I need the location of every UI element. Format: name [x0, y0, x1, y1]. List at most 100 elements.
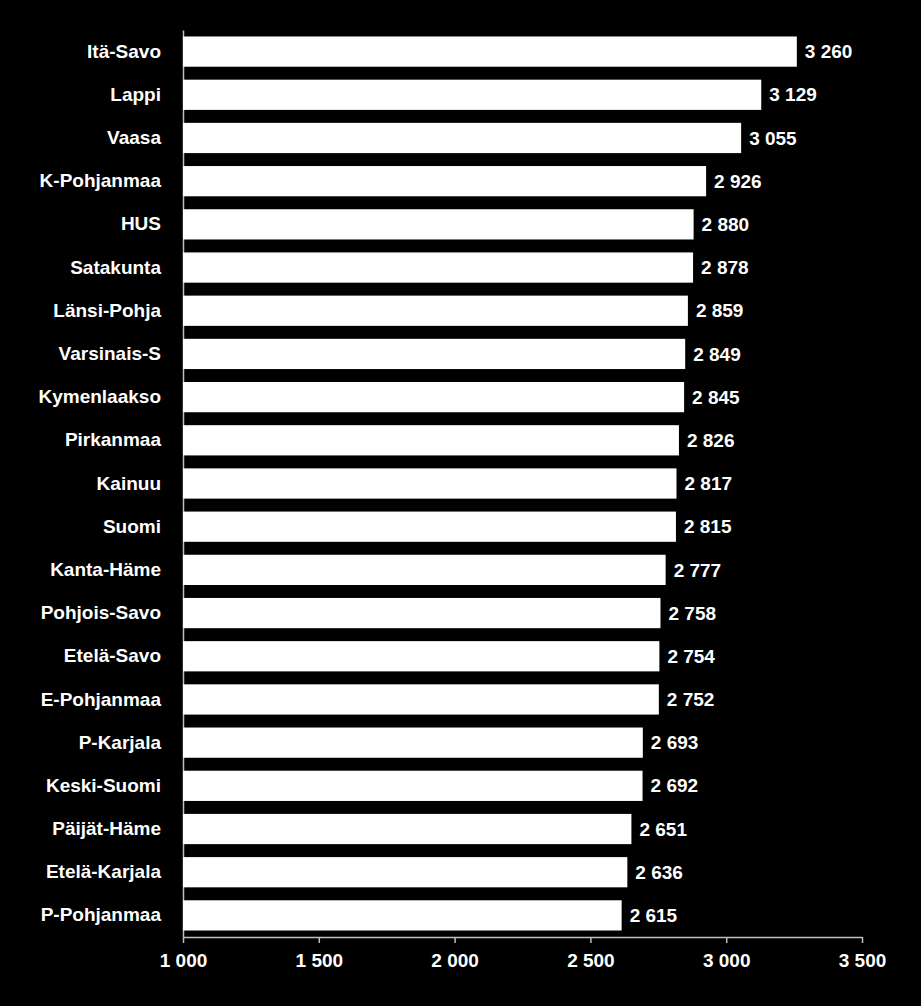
y-tick: Keski-Suomi [46, 775, 183, 796]
bar [183, 728, 643, 758]
x-tick: 3 500 [839, 937, 887, 971]
data-label: 2 754 [667, 646, 715, 667]
bar [183, 382, 684, 412]
x-tick-label: 2 500 [567, 950, 615, 971]
bar [183, 166, 706, 196]
data-label: 2 880 [702, 214, 750, 235]
bar [183, 36, 797, 66]
y-tick: K-Pohjanmaa [40, 170, 183, 191]
bar [183, 209, 694, 239]
y-tick: Itä-Savo [87, 41, 183, 62]
bar [183, 814, 631, 844]
y-tick: Kymenlaakso [38, 386, 183, 407]
data-label: 2 636 [635, 862, 683, 883]
data-label: 3 055 [749, 128, 797, 149]
x-tick-label: 3 500 [839, 950, 887, 971]
data-labels: 3 2603 1293 0552 9262 8802 8782 8592 849… [630, 41, 853, 926]
bar [183, 555, 666, 585]
x-tick-label: 3 000 [703, 950, 751, 971]
y-tick: P-Pohjanmaa [41, 904, 183, 925]
data-label: 2 926 [714, 171, 762, 192]
y-tick: Länsi-Pohja [53, 300, 183, 321]
x-tick: 1 500 [296, 937, 344, 971]
bars [183, 36, 797, 930]
y-tick-label: Lappi [110, 84, 161, 105]
y-tick-label: Etelä-Karjala [46, 861, 162, 882]
x-tick: 3 000 [703, 937, 751, 971]
data-label: 2 777 [674, 560, 722, 581]
background [0, 0, 921, 1006]
data-label: 2 752 [667, 689, 715, 710]
y-tick: Satakunta [70, 257, 183, 278]
x-tick-mark [319, 937, 321, 943]
x-axis: 1 000 1 500 2 000 2 500 3 000 3 500 [160, 937, 887, 971]
data-label: 3 129 [769, 84, 817, 105]
y-tick: Kanta-Häme [50, 559, 183, 580]
y-tick: Pohjois-Savo [41, 602, 183, 623]
y-tick: Etelä-Savo [64, 645, 183, 666]
y-tick: Pirkanmaa [65, 429, 183, 450]
data-label: 2 651 [639, 819, 687, 840]
bar [183, 684, 659, 714]
y-tick: P-Karjala [79, 732, 183, 753]
y-tick: Varsinais-S [59, 343, 183, 364]
data-label: 2 692 [651, 775, 699, 796]
y-tick-label: Vaasa [107, 127, 161, 148]
y-tick-label: K-Pohjanmaa [40, 170, 162, 191]
y-tick-label: Etelä-Savo [64, 645, 161, 666]
y-tick: Lappi [110, 84, 183, 105]
y-tick-label: E-Pohjanmaa [41, 689, 162, 710]
y-tick: Etelä-Karjala [46, 861, 183, 882]
bar [183, 512, 676, 542]
y-tick: Päijät-Häme [52, 818, 183, 839]
x-tick-mark [590, 937, 592, 943]
y-tick: Kainuu [97, 473, 183, 494]
bar [183, 123, 741, 153]
x-tick-label: 1 000 [160, 950, 208, 971]
x-tick-label: 1 500 [296, 950, 344, 971]
data-label: 2 615 [630, 905, 678, 926]
x-tick: 2 500 [567, 937, 615, 971]
bar [183, 641, 659, 671]
data-label: 2 845 [692, 387, 740, 408]
x-tick-mark [183, 937, 185, 943]
chart: 1 000 1 500 2 000 2 500 3 000 3 500 Itä-Savo La… [0, 0, 921, 1006]
bar [183, 900, 622, 930]
bar [183, 598, 660, 628]
y-tick-label: Itä-Savo [87, 41, 161, 62]
data-label: 3 260 [805, 41, 853, 62]
y-tick-label: Kainuu [97, 473, 161, 494]
bar [183, 425, 679, 455]
y-tick: Vaasa [107, 127, 183, 148]
y-axis: Itä-Savo Lappi Vaasa K-Pohjanmaa HUS Satakunt… [38, 31, 183, 938]
x-tick-mark [862, 937, 864, 943]
bar [183, 80, 761, 110]
y-tick-label: Länsi-Pohja [53, 300, 161, 321]
x-tick-mark [726, 937, 728, 943]
x-axis-line [184, 937, 863, 939]
data-label: 2 826 [687, 430, 735, 451]
y-tick: HUS [121, 213, 183, 234]
bar [183, 771, 643, 801]
y-tick-label: HUS [121, 213, 161, 234]
data-label: 2 878 [701, 257, 749, 278]
bar [183, 857, 627, 887]
x-tick-label: 2 000 [431, 950, 479, 971]
y-tick-label: P-Karjala [79, 732, 162, 753]
y-tick-label: Suomi [103, 516, 161, 537]
bar [183, 468, 676, 498]
y-tick-label: Pohjois-Savo [41, 602, 161, 623]
x-tick: 1 000 [160, 937, 208, 971]
data-label: 2 849 [693, 344, 741, 365]
y-tick: E-Pohjanmaa [41, 689, 183, 710]
y-tick-label: Varsinais-S [59, 343, 161, 364]
x-tick-mark [454, 937, 456, 943]
y-tick-label: Kanta-Häme [50, 559, 161, 580]
y-tick-label: Keski-Suomi [46, 775, 161, 796]
y-tick-label: P-Pohjanmaa [41, 904, 162, 925]
data-label: 2 817 [684, 473, 732, 494]
bar [183, 296, 688, 326]
y-tick: Suomi [103, 516, 183, 537]
y-tick-label: Kymenlaakso [38, 386, 161, 407]
bar [183, 252, 693, 282]
